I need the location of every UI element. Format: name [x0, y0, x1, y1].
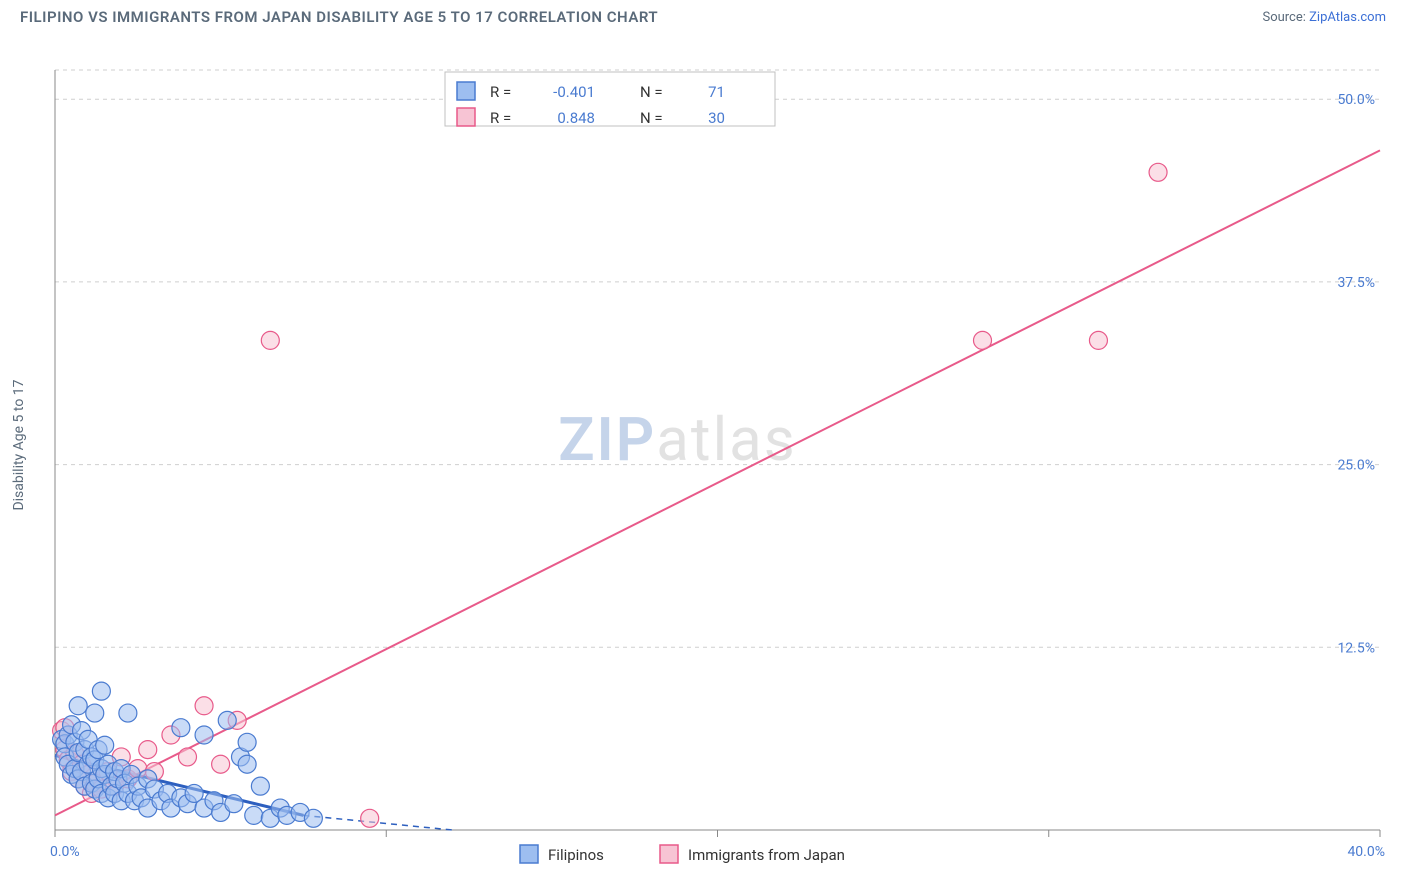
data-point: [96, 736, 114, 754]
data-point: [179, 748, 197, 766]
source-link[interactable]: ZipAtlas.com: [1309, 10, 1386, 25]
svg-text:37.5%: 37.5%: [1337, 275, 1375, 291]
svg-text:25.0%: 25.0%: [1337, 458, 1375, 474]
scatter-chart-svg: ZIPatlas 0.0% 40.0% 12.5% 25.0% 37.5% 50.0% R =…: [0, 30, 1406, 885]
data-point: [1089, 331, 1107, 349]
svg-text:N =: N =: [640, 83, 663, 101]
data-point: [212, 755, 230, 773]
svg-text:-0.401: -0.401: [553, 83, 595, 101]
svg-text:0.0%: 0.0%: [50, 844, 80, 860]
data-point: [974, 331, 992, 349]
data-point: [361, 809, 379, 827]
data-point: [195, 697, 213, 715]
y-axis-label: Disability Age 5 to 17: [11, 379, 27, 510]
chart-header: FILIPINO VS IMMIGRANTS FROM JAPAN DISABI…: [0, 0, 1406, 30]
data-point: [69, 697, 87, 715]
chart-title: FILIPINO VS IMMIGRANTS FROM JAPAN DISABI…: [20, 8, 658, 26]
data-point: [195, 726, 213, 744]
svg-text:ZIPatlas: ZIPatlas: [558, 404, 797, 475]
data-point: [86, 704, 104, 722]
data-point: [92, 682, 110, 700]
data-point: [245, 806, 263, 824]
chart-area: Disability Age 5 to 17 ZIPatlas 0.0% 40.0%…: [0, 30, 1406, 860]
data-point: [1149, 163, 1167, 181]
svg-text:N =: N =: [640, 109, 663, 127]
data-point: [261, 331, 279, 349]
data-point: [304, 809, 322, 827]
data-point: [225, 795, 243, 813]
legend-swatch: [660, 845, 678, 863]
svg-text:40.0%: 40.0%: [1347, 844, 1385, 860]
svg-text:0.848: 0.848: [557, 109, 595, 127]
legend-swatch: [520, 845, 538, 863]
data-point: [251, 777, 269, 795]
svg-text:50.0%: 50.0%: [1337, 92, 1375, 108]
data-point: [238, 755, 256, 773]
data-point: [172, 719, 190, 737]
data-point: [119, 704, 137, 722]
data-point: [139, 741, 157, 759]
svg-text:71: 71: [708, 83, 725, 101]
svg-text:R =: R =: [490, 83, 511, 101]
svg-text:R =: R =: [490, 109, 511, 127]
svg-text:30: 30: [708, 109, 725, 127]
legend-label: Filipinos: [548, 846, 604, 864]
data-point: [238, 733, 256, 751]
legend-label: Immigrants from Japan: [688, 846, 845, 864]
source-prefix: Source:: [1262, 10, 1309, 25]
source-label: Source: ZipAtlas.com: [1262, 10, 1386, 25]
data-point: [218, 711, 236, 729]
svg-text:12.5%: 12.5%: [1337, 640, 1375, 656]
